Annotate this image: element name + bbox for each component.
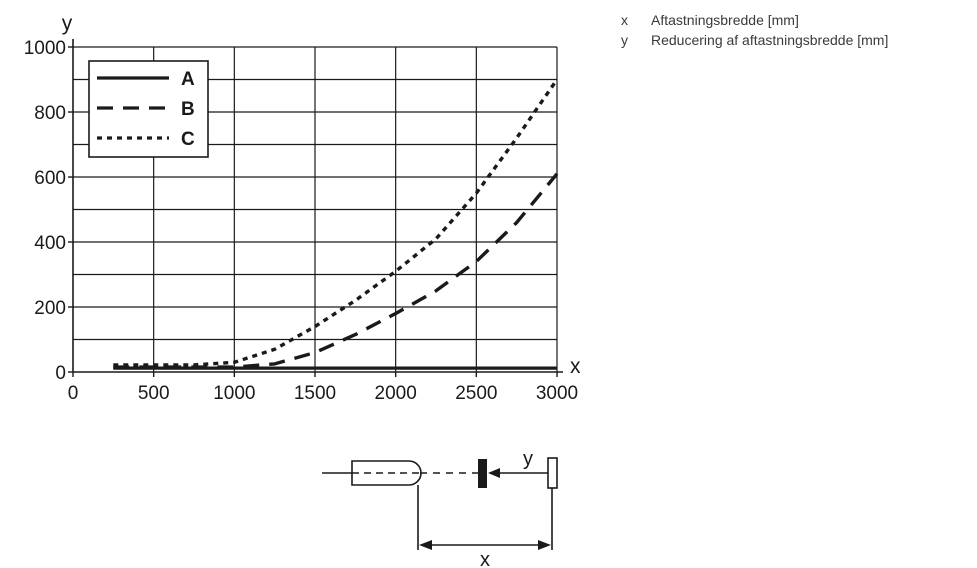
target-object (478, 459, 487, 488)
x-tick-label: 1500 (294, 383, 336, 404)
plot-grid (73, 46, 558, 372)
x-tick-label: 2000 (375, 383, 417, 404)
series-line-C (113, 78, 559, 367)
y-tick-label: 400 (34, 233, 66, 254)
legend-label-B: B (181, 99, 195, 120)
diagram-y-label: y (523, 448, 533, 470)
y-tick-label: 800 (34, 103, 66, 124)
x-tick-label: 3000 (536, 383, 578, 404)
series-line-B (113, 172, 559, 369)
symbol-key: x Aftastningsbredde [mm] y Reducering af a… (621, 10, 888, 50)
key-row-y: y Reducering af aftastningsbredde [mm] (621, 30, 888, 50)
y-tick-label: 0 (55, 363, 66, 384)
legend-label-C: C (181, 129, 195, 150)
x-tick-label: 1000 (213, 383, 255, 404)
y-tick-label: 600 (34, 168, 66, 189)
y-tick-label: 200 (34, 298, 66, 319)
reflector (547, 457, 558, 489)
tick-labels: 0 500 1000 1500 2000 2500 3000 0 200 400 600 800 100… (24, 38, 578, 404)
diagram-x-label: x (480, 549, 490, 568)
chart-legend: ABC (88, 60, 209, 158)
y-tick-label: 1000 (24, 38, 66, 59)
plot-axes: yx (62, 12, 581, 378)
x-tick-label: 2500 (455, 383, 497, 404)
key-symbol: y (621, 32, 628, 48)
x-axis-title: x (570, 355, 581, 378)
x-arrow-head-left (419, 540, 432, 550)
key-text: Aftastningsbredde [mm] (651, 12, 799, 28)
x-tick-label: 500 (138, 383, 170, 404)
y-arrow-head (488, 468, 500, 478)
x-arrow-head-right (538, 540, 551, 550)
sensor-body (351, 460, 422, 486)
key-row-x: x Aftastningsbredde [mm] (621, 10, 888, 30)
key-text: Reducering af aftastningsbredde [mm] (651, 32, 889, 48)
y-axis-title: y (62, 12, 73, 35)
key-symbol: x (621, 12, 628, 28)
data-series (113, 78, 559, 370)
sensor-diagram (322, 457, 558, 550)
legend-label-A: A (181, 69, 195, 90)
x-tick-label: 0 (68, 383, 79, 404)
